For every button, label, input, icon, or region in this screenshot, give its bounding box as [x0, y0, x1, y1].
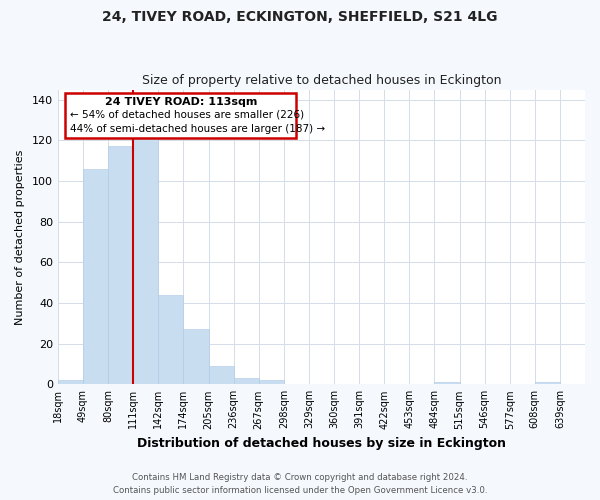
Title: Size of property relative to detached houses in Eckington: Size of property relative to detached ho…	[142, 74, 501, 87]
Y-axis label: Number of detached properties: Number of detached properties	[15, 149, 25, 324]
Bar	[259, 380, 284, 384]
Bar	[108, 146, 133, 384]
Text: ← 54% of detached houses are smaller (226): ← 54% of detached houses are smaller (22…	[70, 110, 305, 120]
Bar	[158, 295, 184, 384]
Text: 24 TIVEY ROAD: 113sqm: 24 TIVEY ROAD: 113sqm	[105, 97, 257, 107]
Text: 24, TIVEY ROAD, ECKINGTON, SHEFFIELD, S21 4LG: 24, TIVEY ROAD, ECKINGTON, SHEFFIELD, S2…	[102, 10, 498, 24]
Bar	[535, 382, 560, 384]
FancyBboxPatch shape	[65, 92, 296, 138]
Text: 44% of semi-detached houses are larger (187) →: 44% of semi-detached houses are larger (…	[70, 124, 326, 134]
Bar	[133, 114, 158, 384]
Bar	[83, 169, 108, 384]
Bar	[434, 382, 460, 384]
Bar	[233, 378, 259, 384]
Text: Contains HM Land Registry data © Crown copyright and database right 2024.
Contai: Contains HM Land Registry data © Crown c…	[113, 474, 487, 495]
Bar	[184, 330, 209, 384]
Bar	[58, 380, 83, 384]
Bar	[209, 366, 233, 384]
X-axis label: Distribution of detached houses by size in Eckington: Distribution of detached houses by size …	[137, 437, 506, 450]
